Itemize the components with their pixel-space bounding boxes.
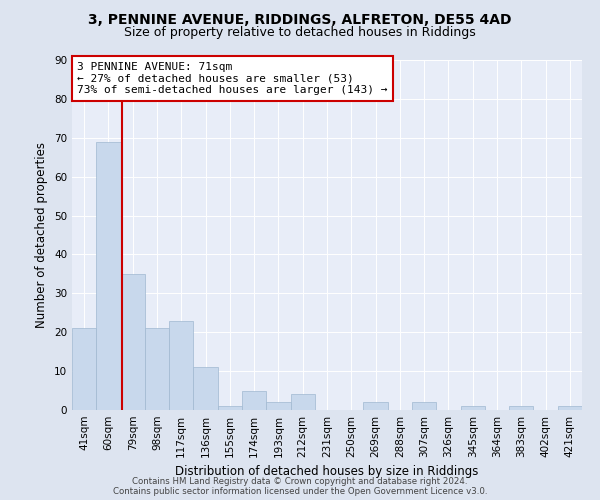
Bar — [169, 320, 193, 410]
Bar — [193, 367, 218, 410]
Bar — [145, 328, 169, 410]
Bar — [242, 390, 266, 410]
Bar — [461, 406, 485, 410]
Bar — [72, 328, 96, 410]
Y-axis label: Number of detached properties: Number of detached properties — [35, 142, 49, 328]
Text: Size of property relative to detached houses in Riddings: Size of property relative to detached ho… — [124, 26, 476, 39]
Text: 3, PENNINE AVENUE, RIDDINGS, ALFRETON, DE55 4AD: 3, PENNINE AVENUE, RIDDINGS, ALFRETON, D… — [88, 12, 512, 26]
X-axis label: Distribution of detached houses by size in Riddings: Distribution of detached houses by size … — [175, 466, 479, 478]
Bar — [364, 402, 388, 410]
Text: Contains HM Land Registry data © Crown copyright and database right 2024.
Contai: Contains HM Land Registry data © Crown c… — [113, 476, 487, 496]
Bar — [509, 406, 533, 410]
Bar — [121, 274, 145, 410]
Bar — [96, 142, 121, 410]
Bar — [266, 402, 290, 410]
Text: 3 PENNINE AVENUE: 71sqm
← 27% of detached houses are smaller (53)
73% of semi-de: 3 PENNINE AVENUE: 71sqm ← 27% of detache… — [77, 62, 388, 95]
Bar — [558, 406, 582, 410]
Bar — [218, 406, 242, 410]
Bar — [412, 402, 436, 410]
Bar — [290, 394, 315, 410]
